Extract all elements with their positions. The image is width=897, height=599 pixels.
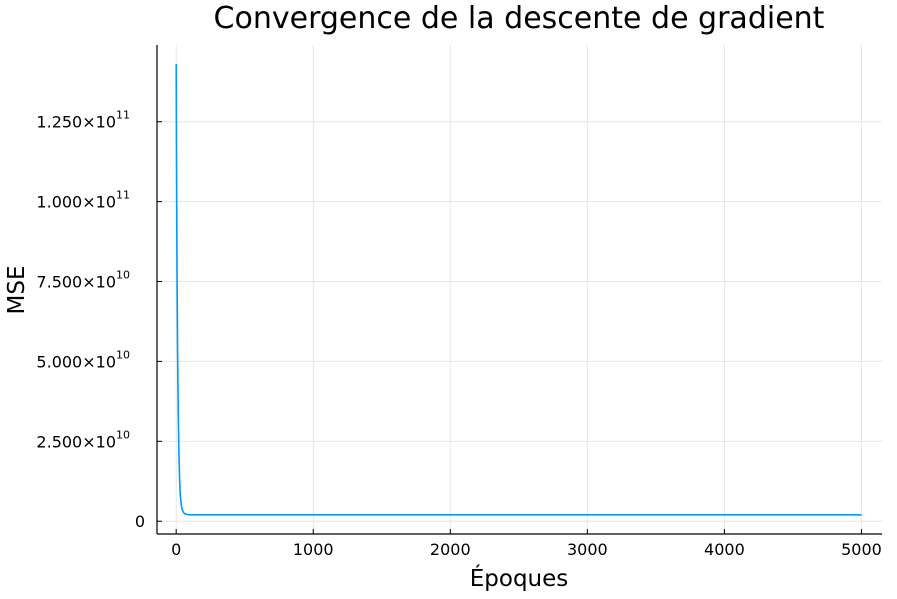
grid	[157, 45, 882, 534]
chart-title: Convergence de la descente de gradient	[214, 1, 825, 36]
y-tick-label: 2.500×1010	[36, 428, 130, 451]
series-line	[175, 64, 862, 516]
axes	[156, 45, 882, 535]
y-axis-label: MSE	[4, 266, 30, 315]
y-tick-label: 7.500×1010	[36, 269, 130, 292]
y-tick-label: 0	[135, 512, 145, 531]
series	[175, 64, 862, 516]
y-tick-label: 1.000×1011	[36, 189, 130, 212]
x-tick-label: 3000	[567, 540, 608, 559]
x-tick-label: 2000	[430, 540, 471, 559]
x-axis-label: Époques	[470, 564, 569, 592]
x-tick-label: 4000	[704, 540, 745, 559]
y-tick-label: 5.000×1010	[36, 348, 130, 371]
x-tick-label: 1000	[293, 540, 334, 559]
tick-labels: 0 1000 2000 3000 4000 5000 0 2.500×1010 5.000×10…	[36, 109, 881, 559]
y-tick-label: 1.250×1011	[36, 109, 130, 132]
x-tick-label: 0	[171, 540, 181, 559]
x-tick-label: 5000	[841, 540, 882, 559]
